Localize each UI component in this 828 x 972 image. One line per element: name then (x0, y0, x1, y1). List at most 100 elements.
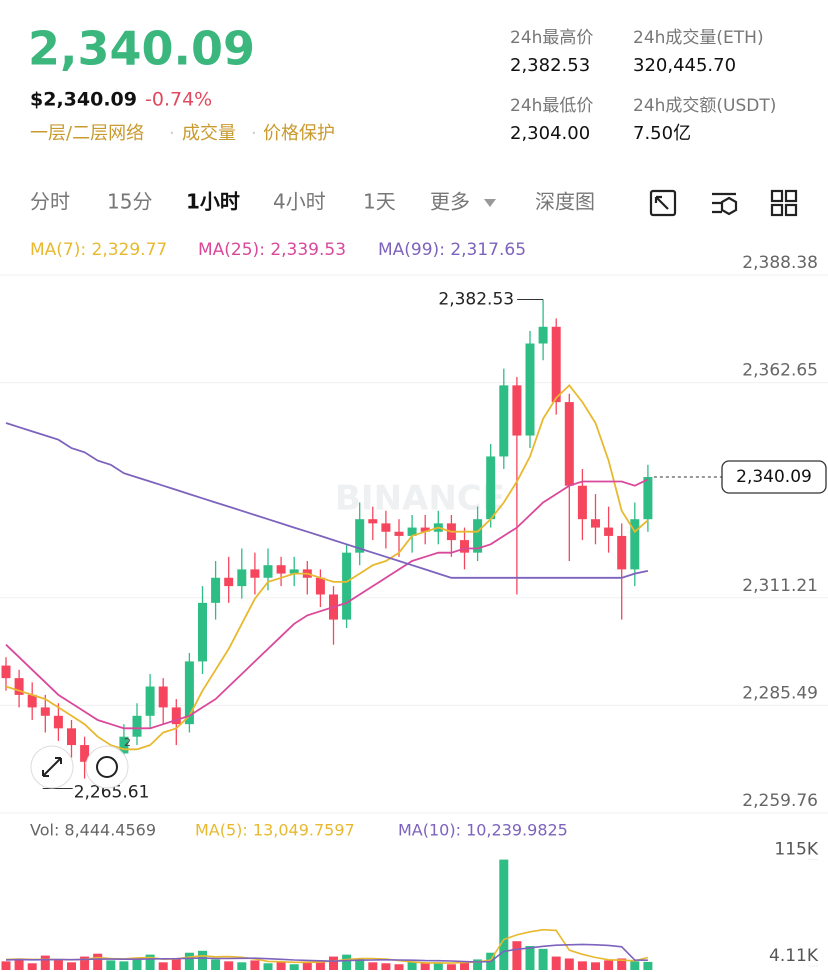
watermark: BINANCE (335, 479, 505, 519)
volume-bar (355, 958, 365, 970)
low-label: 2,265.61 (74, 783, 150, 803)
icon-indicator[interactable] (712, 192, 736, 214)
volume-bar (617, 958, 627, 970)
high-label: 2,382.53 (438, 289, 514, 309)
toolbar-icons[interactable] (649, 189, 798, 217)
tab[interactable]: 更多 (430, 190, 470, 214)
last-price-label: 2,340.09 (736, 467, 812, 487)
candle-body (381, 523, 391, 532)
candle-body (132, 715, 142, 737)
volume-bar (315, 960, 325, 970)
candle-body (355, 519, 365, 553)
icon-globe (96, 756, 118, 778)
tab[interactable]: 4小时 (273, 190, 326, 214)
candle-body (420, 527, 430, 532)
candle-body (276, 565, 286, 574)
volume-bar (27, 963, 37, 970)
candle-body (53, 715, 63, 729)
price-change: -0.74% (145, 89, 212, 111)
candle-body (145, 686, 155, 716)
candle-body (198, 602, 207, 662)
candle-body (512, 385, 522, 436)
candle-body (643, 476, 653, 520)
candle-body (67, 728, 76, 746)
volume-bar (250, 960, 260, 970)
separator: · (169, 123, 175, 144)
volume-bar (577, 961, 587, 970)
tag[interactable]: 成交量 (182, 123, 236, 144)
candle-body (342, 552, 352, 620)
volume-bar (119, 961, 129, 970)
separator: · (251, 123, 257, 144)
volume-bar (460, 961, 469, 970)
volume-bar (80, 956, 90, 970)
volume-bar (342, 954, 352, 970)
volume-bar (473, 959, 483, 970)
tag[interactable]: 一层/二层网络 (30, 123, 144, 144)
ma-line (5, 478, 649, 730)
volume-bar (538, 948, 548, 970)
tab[interactable]: 15分 (107, 190, 152, 214)
candle-body (40, 707, 50, 716)
legend-entry: MA(7): 2,329.77 (30, 240, 167, 260)
volume-bar (145, 954, 155, 970)
stat-label: 24h成交额(USDT) (633, 96, 776, 116)
volume-bar (564, 958, 574, 970)
candle-body (499, 385, 509, 457)
stat-value: 320,445.70 (633, 55, 736, 76)
volume-bar (420, 963, 430, 970)
volume-bar (237, 962, 247, 970)
volume-bar (433, 962, 443, 970)
candle-body (538, 326, 548, 344)
badge: 2 (124, 736, 131, 749)
volume-bar (499, 859, 509, 970)
icon-grid (784, 203, 798, 217)
volume-bar (171, 958, 181, 970)
candle-body (486, 456, 496, 520)
volume-bar (446, 964, 456, 970)
candle-body (604, 527, 614, 536)
candle-body (407, 527, 417, 536)
candle-body (250, 569, 260, 578)
volume-bar (224, 961, 234, 970)
candle-body (171, 707, 181, 725)
candle-body (289, 569, 299, 574)
dropdown-arrow[interactable] (484, 199, 496, 207)
volume-bar (604, 960, 614, 970)
icon-expand[interactable] (649, 189, 677, 217)
icon-grid (784, 189, 798, 203)
tab[interactable]: 1天 (363, 190, 396, 214)
candle-body (617, 535, 627, 570)
volume-bar (394, 964, 404, 970)
volume-bar (53, 959, 63, 970)
volume-bar (407, 961, 417, 970)
candle-body (525, 343, 535, 436)
stat-label: 24h最高价 (510, 28, 593, 48)
legend-entry: MA(25): 2,339.53 (198, 240, 346, 260)
volume-bar (381, 963, 391, 970)
volume-bar (329, 956, 338, 970)
stat-value: 7.50亿 (633, 123, 691, 144)
volume-bar (158, 962, 168, 970)
volume-bar (512, 941, 522, 970)
volume-bar (263, 963, 273, 970)
volume-bar (591, 962, 600, 970)
ma-line (5, 383, 649, 751)
floating-button[interactable] (85, 745, 129, 789)
volume-bar (106, 960, 116, 970)
tab[interactable]: 分时 (30, 190, 70, 214)
volume-bar (93, 953, 103, 970)
candle-body (119, 736, 129, 754)
candle-body (80, 745, 90, 762)
candle-body (473, 519, 483, 553)
candle-body (211, 577, 221, 603)
icon-fullscreen (42, 757, 62, 777)
tab[interactable]: 深度图 (535, 190, 595, 214)
tab[interactable]: 1小时 (186, 190, 240, 214)
last-price-box (721, 460, 827, 494)
icon-grid[interactable] (770, 189, 784, 203)
legend-entry: MA(99): 2,317.65 (378, 240, 526, 260)
candle-body (27, 694, 37, 708)
tag[interactable]: 价格保护 (263, 123, 335, 144)
